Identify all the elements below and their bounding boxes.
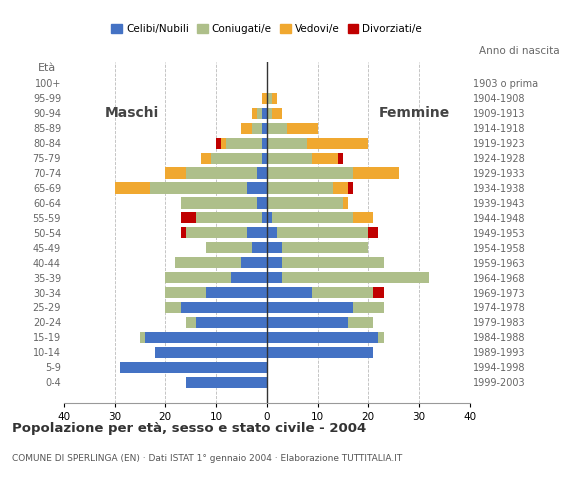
Bar: [175, 257, 241, 268]
Bar: [262, 123, 267, 134]
Text: COMUNE DI SPERLINGA (EN) · Dati ISTAT 1° gennaio 2004 · Elaborazione TUTTITALIA.: COMUNE DI SPERLINGA (EN) · Dati ISTAT 1°…: [12, 454, 402, 463]
Bar: [165, 287, 206, 298]
Bar: [196, 212, 262, 224]
Bar: [257, 108, 262, 119]
Bar: [267, 302, 353, 313]
Bar: [241, 257, 267, 268]
Bar: [333, 182, 348, 193]
Bar: [165, 302, 180, 313]
Bar: [186, 376, 267, 388]
Bar: [221, 138, 226, 149]
Bar: [267, 227, 277, 239]
Bar: [246, 182, 267, 193]
Text: Maschi: Maschi: [104, 107, 159, 120]
Bar: [252, 108, 257, 119]
Bar: [343, 197, 348, 208]
Legend: Celibi/Nubili, Coniugati/e, Vedovi/e, Divorziati/e: Celibi/Nubili, Coniugati/e, Vedovi/e, Di…: [107, 20, 426, 38]
Bar: [252, 123, 262, 134]
Bar: [165, 168, 186, 179]
Bar: [206, 242, 252, 253]
Bar: [272, 212, 353, 224]
Bar: [379, 332, 383, 343]
Bar: [348, 317, 374, 328]
Bar: [272, 108, 282, 119]
Bar: [353, 212, 374, 224]
Bar: [216, 138, 221, 149]
Bar: [374, 287, 383, 298]
Bar: [282, 257, 383, 268]
Bar: [252, 242, 267, 253]
Bar: [267, 257, 282, 268]
Bar: [313, 287, 374, 298]
Bar: [114, 182, 150, 193]
Bar: [186, 317, 196, 328]
Bar: [262, 212, 267, 224]
Bar: [165, 272, 231, 283]
Bar: [180, 227, 186, 239]
Bar: [231, 272, 267, 283]
Bar: [145, 332, 267, 343]
Bar: [267, 332, 379, 343]
Bar: [267, 242, 282, 253]
Bar: [267, 123, 287, 134]
Bar: [180, 197, 257, 208]
Text: Femmine: Femmine: [379, 107, 450, 120]
Bar: [267, 317, 348, 328]
Bar: [348, 182, 353, 193]
Bar: [267, 108, 272, 119]
Bar: [277, 227, 368, 239]
Bar: [267, 287, 313, 298]
Bar: [226, 138, 262, 149]
Bar: [267, 182, 333, 193]
Bar: [313, 153, 338, 164]
Bar: [150, 182, 246, 193]
Bar: [257, 197, 267, 208]
Bar: [338, 153, 343, 164]
Bar: [267, 272, 282, 283]
Bar: [267, 212, 272, 224]
Bar: [211, 153, 262, 164]
Bar: [257, 168, 267, 179]
Bar: [119, 361, 267, 373]
Bar: [140, 332, 145, 343]
Bar: [186, 227, 246, 239]
Bar: [282, 242, 368, 253]
Bar: [353, 168, 399, 179]
Text: Popolazione per età, sesso e stato civile - 2004: Popolazione per età, sesso e stato civil…: [12, 422, 366, 435]
Bar: [267, 153, 313, 164]
Bar: [282, 272, 429, 283]
Bar: [196, 317, 267, 328]
Bar: [201, 153, 211, 164]
Bar: [267, 138, 307, 149]
Bar: [287, 123, 318, 134]
Bar: [307, 138, 368, 149]
Bar: [267, 197, 343, 208]
Bar: [180, 302, 267, 313]
Bar: [262, 153, 267, 164]
Bar: [262, 138, 267, 149]
Bar: [262, 93, 267, 104]
Bar: [267, 168, 353, 179]
Bar: [267, 93, 272, 104]
Bar: [267, 347, 374, 358]
Bar: [246, 227, 267, 239]
Text: Età: Età: [38, 63, 56, 73]
Bar: [272, 93, 277, 104]
Bar: [241, 123, 252, 134]
Bar: [180, 212, 196, 224]
Bar: [206, 287, 267, 298]
Bar: [262, 108, 267, 119]
Bar: [353, 302, 383, 313]
Bar: [186, 168, 257, 179]
Text: Anno di nascita: Anno di nascita: [479, 46, 560, 56]
Bar: [368, 227, 378, 239]
Bar: [155, 347, 267, 358]
